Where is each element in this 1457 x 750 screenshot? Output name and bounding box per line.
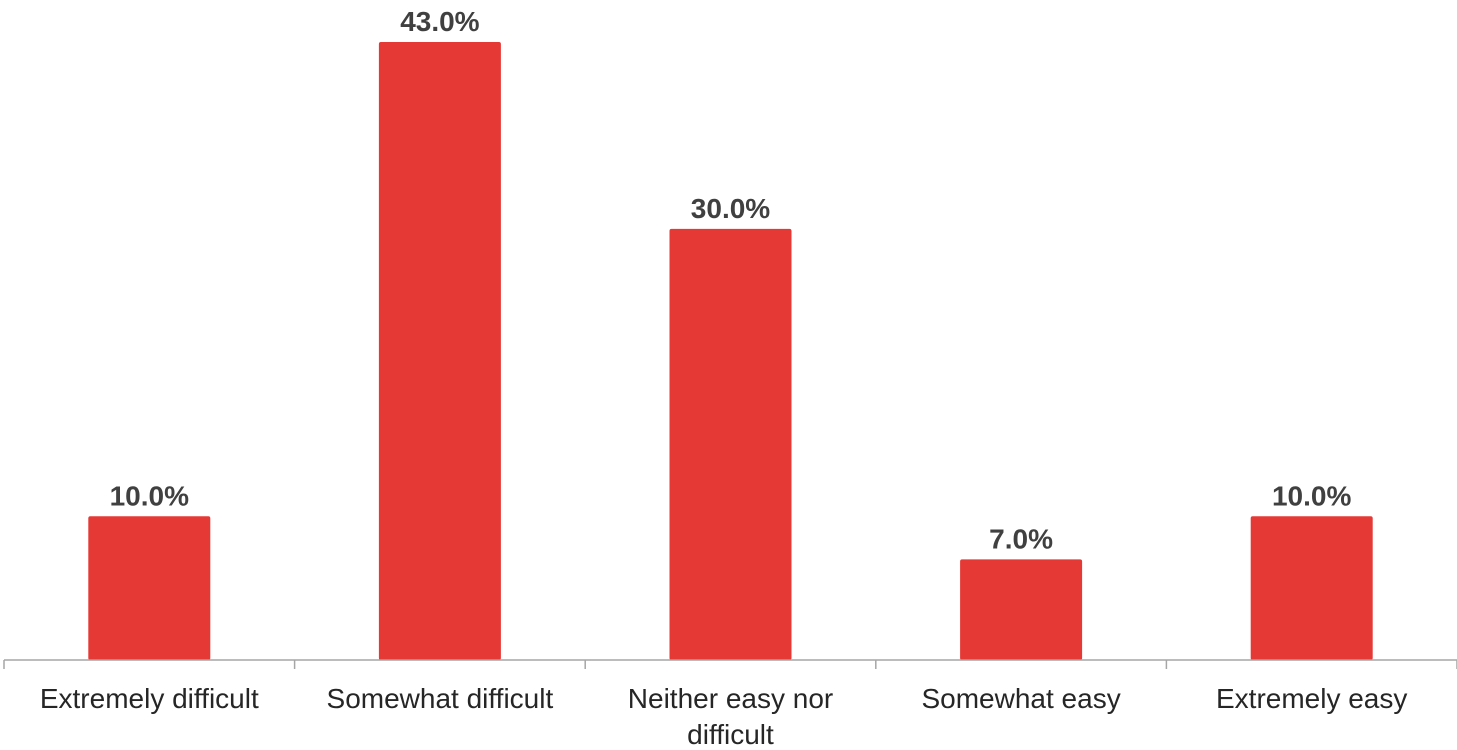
x-axis [3,659,1457,669]
category-label-line: Neither easy nor [628,683,833,714]
data-label-somewhat-difficult: 43.0% [400,6,479,37]
category-label-somewhat-difficult: Somewhat difficult [327,683,554,714]
bar-somewhat-difficult [378,42,501,660]
bar-somewhat-easy [960,559,1083,660]
category-label-extremely-difficult: Extremely difficult [40,683,259,714]
category-labels-layer: Extremely difficult Somewhat difficult Nei… [40,683,1408,750]
bar-extremely-difficult [88,516,211,660]
bars-layer [88,42,1373,660]
data-label-neither-easy-nor-difficult: 30.0% [691,193,770,224]
data-label-extremely-easy: 10.0% [1272,480,1351,511]
category-label-line: Somewhat difficult [327,683,554,714]
category-label-line: Extremely difficult [40,683,259,714]
category-label-somewhat-easy: Somewhat easy [921,683,1120,714]
data-label-somewhat-easy: 7.0% [989,523,1053,554]
data-labels-layer: 10.0% 43.0% 30.0% 7.0% 10.0% [110,6,1352,554]
bar-extremely-easy [1250,516,1373,660]
data-label-extremely-difficult: 10.0% [110,480,189,511]
bar-neither-easy-nor-difficult [669,228,792,660]
category-label-line: difficult [687,719,774,750]
category-label-line: Extremely easy [1216,683,1407,714]
category-label-line: Somewhat easy [921,683,1120,714]
category-label-neither-easy-nor-difficult: Neither easy nor difficult [628,683,833,750]
category-label-extremely-easy: Extremely easy [1216,683,1407,714]
